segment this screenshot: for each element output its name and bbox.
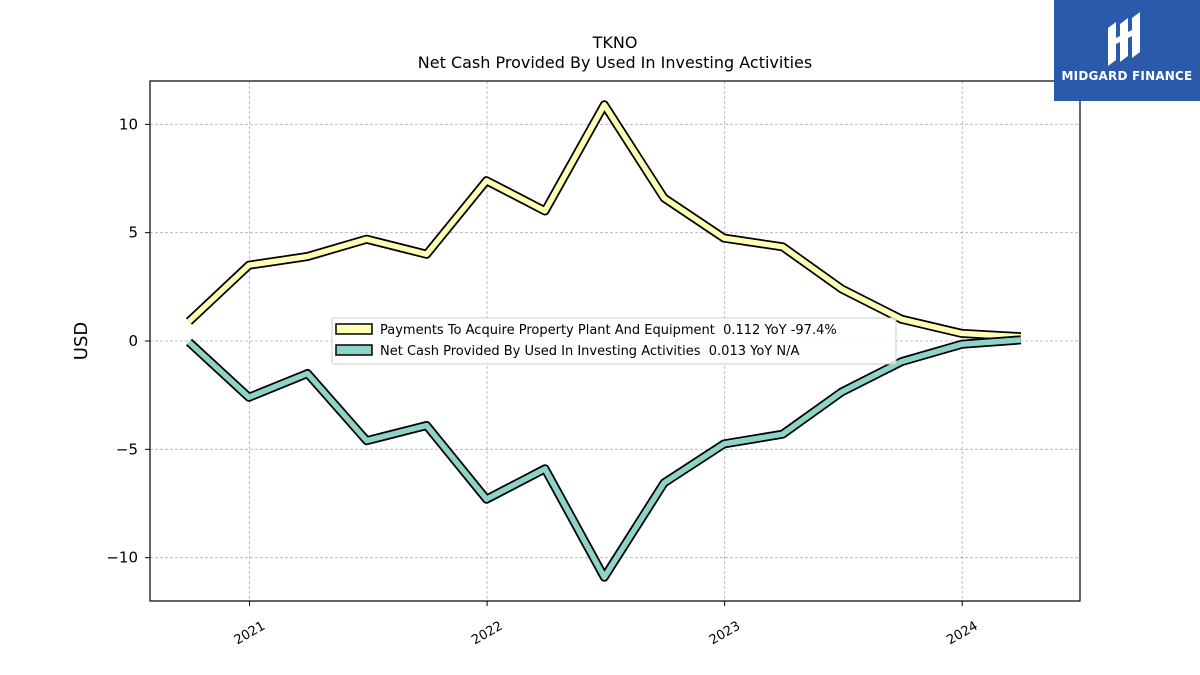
chart-title: TKNO (592, 33, 638, 52)
series-layer (185, 100, 1022, 582)
brand-name: MIDGARD FINANCE (1061, 69, 1193, 83)
legend-entry-label: Net Cash Provided By Used In Investing A… (380, 344, 799, 359)
midgard-logo-icon (1108, 12, 1140, 66)
y-tick-label: 10 (119, 115, 138, 133)
series-outline (185, 100, 1022, 342)
series-line (187, 102, 1021, 340)
legend-frame (331, 317, 897, 365)
y-tick-label: 0 (128, 332, 138, 350)
x-tick-label: 2021 (232, 619, 268, 649)
y-tick-label: 5 (128, 224, 138, 242)
legend-entry-label: Payments To Acquire Property Plant And E… (380, 323, 837, 338)
x-tick-label: 2023 (707, 619, 743, 649)
x-tick-label: 2024 (944, 619, 980, 649)
y-tick-label: −5 (116, 440, 138, 458)
legend-swatch (335, 344, 373, 356)
series-outline (185, 335, 1022, 582)
legend-swatch (335, 323, 373, 335)
x-tick-label: 2022 (469, 619, 505, 649)
series-line (187, 337, 1022, 580)
y-axis-label: USD (71, 322, 92, 360)
brand-logo: MIDGARD FINANCE (1054, 0, 1200, 101)
y-tick-label: −10 (106, 549, 138, 567)
legend: Payments To Acquire Property Plant And E… (331, 317, 897, 365)
chart-subtitle: Net Cash Provided By Used In Investing A… (418, 53, 812, 72)
